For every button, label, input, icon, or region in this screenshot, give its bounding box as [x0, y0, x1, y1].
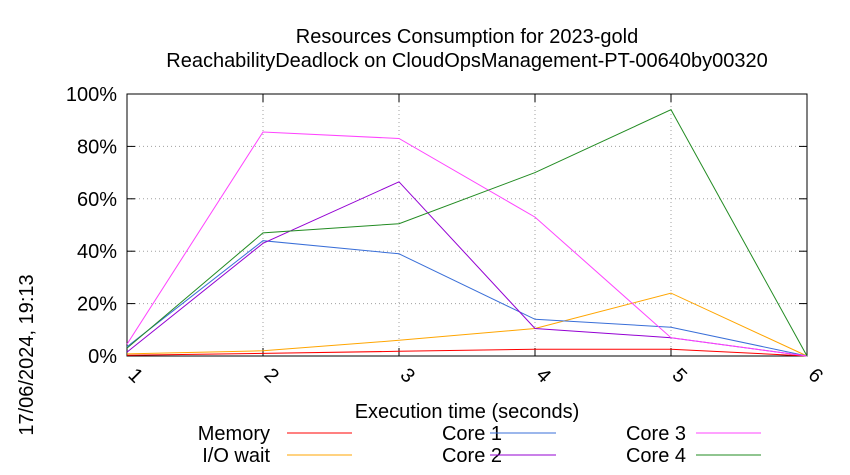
grid: [126, 93, 808, 357]
legend-label: Core 2: [442, 445, 502, 467]
y-tick-label: 40%: [77, 241, 117, 263]
y-tick-label: 60%: [77, 189, 117, 211]
y-tick-label: 0%: [88, 346, 117, 368]
x-tick-label: 1: [124, 364, 147, 387]
series-line-core-1: [126, 240, 808, 357]
legend-label: Core 3: [626, 423, 686, 445]
legend-label: Memory: [198, 423, 270, 445]
y-tick-label: 80%: [77, 136, 117, 158]
x-tick-label: 2: [260, 364, 283, 387]
plot-border: [126, 93, 808, 357]
series-group: [126, 109, 808, 357]
y-tick-label: 100%: [66, 84, 117, 106]
series-line-i-o-wait: [126, 292, 808, 357]
series-line-memory: [126, 348, 808, 357]
y-axis: 0% 20% 40% 60% 80% 100%: [66, 84, 807, 368]
series-line-core-4: [126, 109, 808, 357]
x-tick-label: 4: [532, 364, 555, 387]
side-timestamp: 17/06/2024, 19:13: [16, 274, 38, 435]
y-tick-label: 20%: [77, 294, 117, 316]
x-tick-label: 3: [396, 364, 419, 387]
legend-label: I/O wait: [202, 445, 270, 467]
chart-title-line1: Resources Consumption for 2023-gold: [296, 26, 638, 48]
chart-title-line2: ReachabilityDeadlock on CloudOpsManageme…: [166, 50, 767, 72]
legend-label: Core 4: [626, 445, 686, 467]
series-line-core-2: [126, 181, 808, 357]
legend-label: Core 1: [442, 423, 502, 445]
series-line-core-3: [126, 131, 808, 357]
x-tick-label: 5: [668, 364, 691, 387]
x-axis-label: Execution time (seconds): [355, 401, 580, 423]
x-tick-label: 6: [804, 364, 827, 387]
x-axis: 1 2 3 4 5 6: [124, 94, 827, 387]
